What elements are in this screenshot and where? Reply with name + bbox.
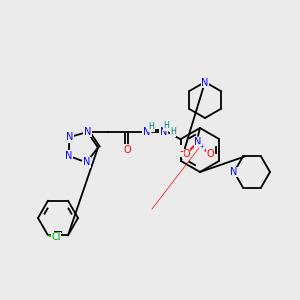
Text: H: H: [164, 122, 169, 130]
Text: N: N: [201, 78, 209, 88]
Text: O: O: [124, 145, 131, 155]
Text: N: N: [230, 167, 238, 177]
Text: +: +: [200, 145, 204, 149]
Text: O: O: [206, 149, 214, 159]
Text: N: N: [194, 137, 202, 147]
Text: N: N: [84, 127, 91, 137]
Text: -: -: [179, 146, 183, 156]
Text: N: N: [66, 132, 73, 142]
Text: H: H: [148, 122, 154, 131]
Text: Cl: Cl: [51, 232, 61, 242]
Text: N: N: [83, 158, 90, 167]
Text: N: N: [160, 127, 167, 137]
Text: N: N: [65, 151, 72, 161]
Text: H: H: [170, 128, 176, 136]
Text: O: O: [182, 149, 190, 159]
Text: N: N: [143, 127, 150, 137]
